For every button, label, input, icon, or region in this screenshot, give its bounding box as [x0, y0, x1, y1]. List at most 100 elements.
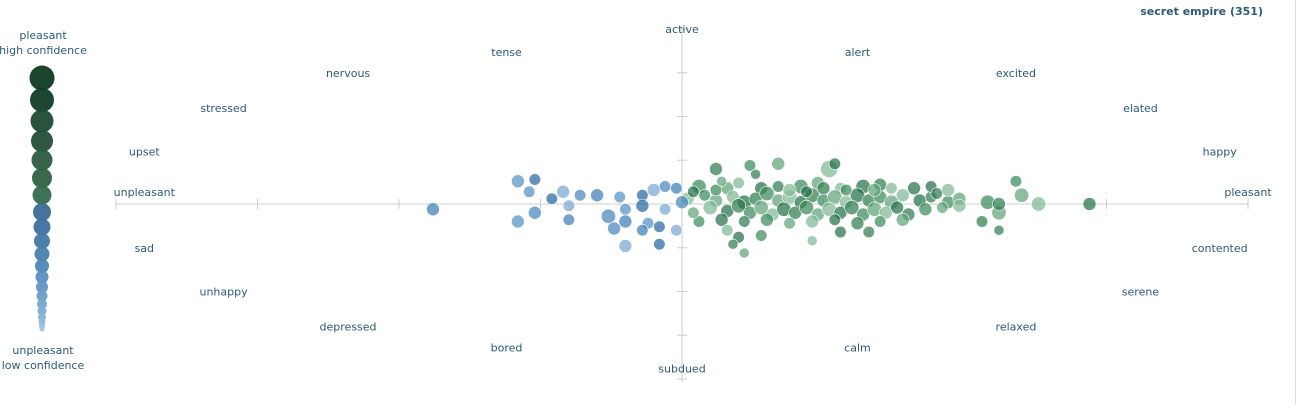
unpleasant-data-point[interactable]: [562, 213, 575, 226]
pleasant-data-point[interactable]: [862, 225, 875, 239]
pleasant-data-point[interactable]: [687, 185, 700, 198]
pleasant-data-point[interactable]: [772, 180, 785, 193]
pleasant-data-point[interactable]: [750, 168, 761, 180]
pleasant-data-point[interactable]: [828, 157, 841, 170]
pleasant-data-point[interactable]: [731, 198, 747, 214]
pleasant-data-point[interactable]: [816, 181, 831, 196]
pleasant-data-point[interactable]: [782, 183, 797, 197]
pleasant-data-point[interactable]: [771, 156, 786, 171]
emotion-label: contented: [1192, 242, 1248, 255]
legend-bubble: [29, 65, 55, 91]
pleasant-data-point[interactable]: [709, 183, 723, 197]
pleasant-data-point[interactable]: [760, 212, 774, 227]
pleasant-data-point[interactable]: [918, 202, 933, 217]
pleasant-data-point[interactable]: [759, 186, 775, 202]
pleasant-data-point[interactable]: [800, 185, 813, 198]
pleasant-data-point[interactable]: [890, 200, 904, 215]
legend-bubble: [33, 203, 51, 221]
unpleasant-data-point[interactable]: [528, 205, 542, 220]
emotion-label: nervous: [326, 67, 370, 80]
unpleasant-data-point[interactable]: [658, 203, 672, 216]
pleasant-data-point[interactable]: [709, 162, 723, 176]
pleasant-data-point[interactable]: [907, 181, 921, 196]
unpleasant-data-point[interactable]: [618, 214, 633, 229]
pleasant-data-point[interactable]: [799, 200, 815, 216]
legend-bubble: [35, 259, 49, 273]
unpleasant-data-point[interactable]: [646, 183, 661, 197]
unpleasant-data-point[interactable]: [658, 180, 672, 193]
pleasant-data-point[interactable]: [867, 183, 882, 197]
pleasant-data-point[interactable]: [743, 159, 757, 172]
pleasant-data-point[interactable]: [873, 215, 887, 228]
emotion-label: sad: [135, 242, 154, 255]
pleasant-data-point[interactable]: [714, 212, 729, 227]
emotion-label: upset: [129, 146, 160, 159]
pleasant-data-point[interactable]: [844, 200, 860, 216]
pleasant-data-point[interactable]: [1014, 187, 1030, 203]
pleasant-data-point[interactable]: [1082, 197, 1097, 211]
pleasant-data-point[interactable]: [840, 183, 853, 197]
pleasant-data-point[interactable]: [885, 182, 898, 195]
panel-border: [1295, 0, 1296, 405]
pleasant-data-point[interactable]: [698, 189, 711, 202]
pleasant-data-point[interactable]: [930, 187, 943, 200]
unpleasant-data-point[interactable]: [670, 182, 683, 195]
emotion-label: depressed: [320, 321, 377, 334]
pleasant-data-point[interactable]: [952, 198, 967, 213]
pleasant-data-point[interactable]: [993, 224, 1005, 236]
pleasant-data-point[interactable]: [975, 215, 989, 228]
emotion-label: bored: [491, 342, 523, 355]
unpleasant-data-point[interactable]: [635, 198, 650, 213]
unpleasant-data-point[interactable]: [562, 199, 575, 212]
pleasant-data-point[interactable]: [687, 206, 700, 219]
unpleasant-data-point[interactable]: [600, 208, 616, 224]
unpleasant-data-point[interactable]: [426, 202, 440, 217]
pleasant-data-point[interactable]: [692, 215, 706, 228]
pleasant-data-point[interactable]: [834, 225, 847, 239]
unpleasant-data-point[interactable]: [653, 220, 666, 233]
unpleasant-data-point[interactable]: [613, 190, 626, 204]
pleasant-data-point[interactable]: [702, 200, 718, 216]
unpleasant-data-point[interactable]: [511, 214, 525, 229]
pleasant-data-point[interactable]: [806, 235, 818, 247]
pleasant-data-point[interactable]: [753, 200, 769, 216]
legend-bubbles: [29, 65, 55, 332]
pleasant-data-point[interactable]: [805, 214, 819, 229]
pleasant-data-point[interactable]: [732, 176, 745, 190]
unpleasant-data-point[interactable]: [556, 184, 570, 199]
unpleasant-data-point[interactable]: [670, 224, 683, 237]
pleasant-data-point[interactable]: [727, 238, 739, 250]
unpleasant-data-point[interactable]: [653, 238, 666, 251]
pleasant-data-point[interactable]: [895, 188, 910, 203]
pleasant-data-point[interactable]: [1031, 196, 1047, 212]
pleasant-data-point[interactable]: [941, 183, 955, 197]
pleasant-data-point[interactable]: [936, 201, 949, 214]
emotion-label: tense: [491, 46, 522, 59]
unpleasant-data-point[interactable]: [618, 239, 633, 253]
pleasant-data-point[interactable]: [1009, 175, 1023, 188]
pleasant-data-point[interactable]: [992, 197, 1006, 211]
unpleasant-data-point[interactable]: [545, 192, 558, 205]
unpleasant-data-point[interactable]: [607, 221, 621, 236]
unpleasant-data-point[interactable]: [528, 173, 541, 186]
pleasant-data-point[interactable]: [738, 247, 750, 259]
unpleasant-data-point[interactable]: [636, 224, 649, 237]
pleasant-data-point[interactable]: [895, 212, 910, 227]
pleasant-data-point[interactable]: [716, 175, 728, 187]
emotion-label: calm: [844, 342, 871, 355]
unpleasant-data-point[interactable]: [675, 195, 689, 210]
pleasant-data-point[interactable]: [738, 215, 751, 228]
pleasant-data-point[interactable]: [721, 224, 734, 237]
unpleasant-data-point[interactable]: [590, 188, 604, 203]
unpleasant-data-point[interactable]: [619, 203, 632, 216]
emotion-label: alert: [845, 46, 871, 59]
pleasant-data-point[interactable]: [850, 216, 865, 231]
pleasant-data-point[interactable]: [755, 229, 768, 242]
unpleasant-data-point[interactable]: [523, 185, 536, 198]
unpleasant-data-point[interactable]: [511, 174, 525, 189]
unpleasant-data-point[interactable]: [574, 189, 587, 202]
pleasant-data-point[interactable]: [828, 213, 841, 226]
pleasant-data-point[interactable]: [783, 217, 796, 230]
emotion-label: active: [665, 23, 699, 36]
